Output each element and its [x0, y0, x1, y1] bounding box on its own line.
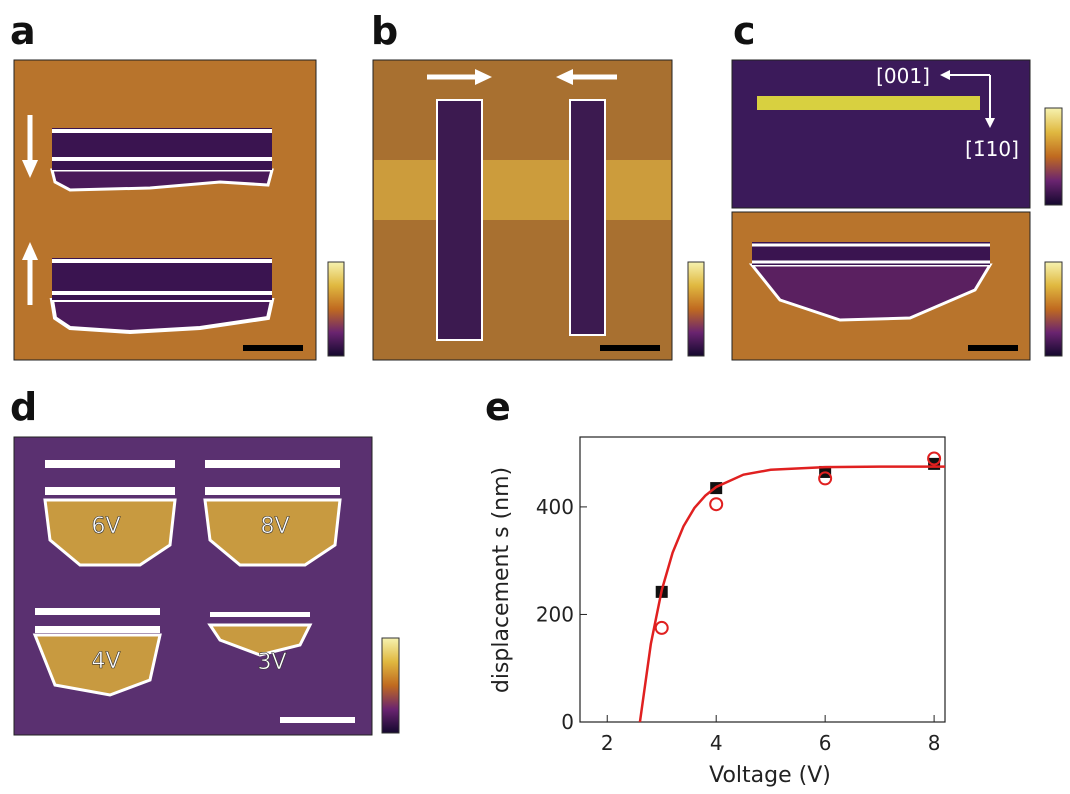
x-axis-label: Voltage (V) — [709, 763, 831, 788]
voltage-label: 3V — [257, 650, 286, 675]
voltage-label: 4V — [91, 649, 120, 674]
voltage-label: 8V — [260, 514, 289, 539]
direction-label: [1̄10] — [965, 137, 1019, 161]
panel-b-image — [373, 60, 704, 360]
y-axis-label: displacement s (nm) — [489, 467, 514, 693]
panel-label: d — [10, 385, 37, 429]
chart: Voltage (V) displacement s (nm) 2 4 6 8 0 200… — [489, 437, 945, 788]
x-tick-label: 2 — [601, 731, 614, 755]
x-tick-label: 6 — [819, 731, 832, 755]
point — [710, 498, 722, 510]
figure: a b c d e [001] [1̄10] 6V 8V 4V 3V Volta… — [0, 0, 1070, 794]
panel-c-image — [732, 60, 1062, 360]
direction-label: [001] — [876, 64, 930, 88]
x-tick-label: 8 — [928, 731, 941, 755]
panel-a-image — [14, 60, 344, 360]
voltage-label: 6V — [91, 514, 120, 539]
point — [656, 622, 668, 634]
panel-label: a — [10, 9, 36, 53]
fit-line — [640, 467, 945, 722]
y-tick-label: 0 — [561, 710, 574, 734]
panel-d-image — [14, 437, 399, 735]
panel-label: b — [371, 9, 398, 53]
panel-label: e — [485, 385, 511, 429]
panel-label: c — [733, 9, 756, 53]
x-tick-label: 4 — [710, 731, 723, 755]
plot-frame — [580, 437, 945, 722]
y-tick-label: 400 — [536, 495, 574, 519]
y-tick-label: 200 — [536, 602, 574, 626]
